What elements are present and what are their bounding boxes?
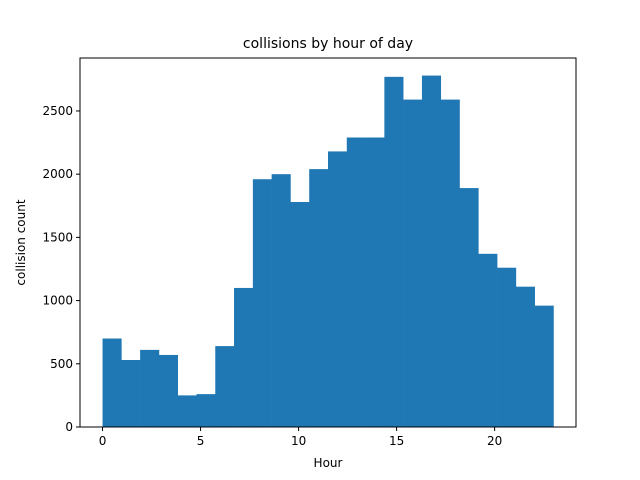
bar [177,395,197,427]
bar [346,137,366,428]
y-tick-label: 500 [50,357,73,371]
bar [534,305,554,427]
x-tick-label: 20 [487,434,502,448]
bar [478,253,498,427]
bar [158,354,178,427]
y-axis: 0 500 1000 1500 2000 2500 [42,104,80,434]
bar [252,179,272,427]
bar [365,137,385,428]
y-tick-label: 2500 [42,104,73,118]
bar [403,99,423,427]
bar [215,346,235,427]
bars-group [102,75,554,428]
bar [497,267,517,427]
bar [196,394,216,427]
bar [384,76,404,427]
bar [271,174,291,427]
plot-frame [79,57,577,428]
bar [421,75,442,428]
y-tick-label: 2000 [42,167,73,181]
chart-title: collisions by hour of day [243,36,413,52]
bar [121,360,141,427]
bar [309,169,329,427]
bar [515,286,535,427]
x-tick-label: 0 [99,434,107,448]
bar [459,188,479,427]
y-tick-label: 1500 [42,230,73,244]
x-tick-label: 10 [291,434,306,448]
y-tick-label: 1000 [42,294,73,308]
bar [328,151,348,428]
x-axis-label: Hour [314,456,343,470]
bar [440,99,460,427]
x-tick-label: 15 [389,434,404,448]
x-axis: 0 5 10 15 20 [99,427,502,448]
bar [234,287,254,427]
bar [140,349,160,427]
bar [290,201,310,427]
y-tick-label: 0 [65,420,73,434]
x-tick-label: 5 [197,434,205,448]
y-axis-label: collision count [14,199,28,285]
bar [102,338,122,427]
